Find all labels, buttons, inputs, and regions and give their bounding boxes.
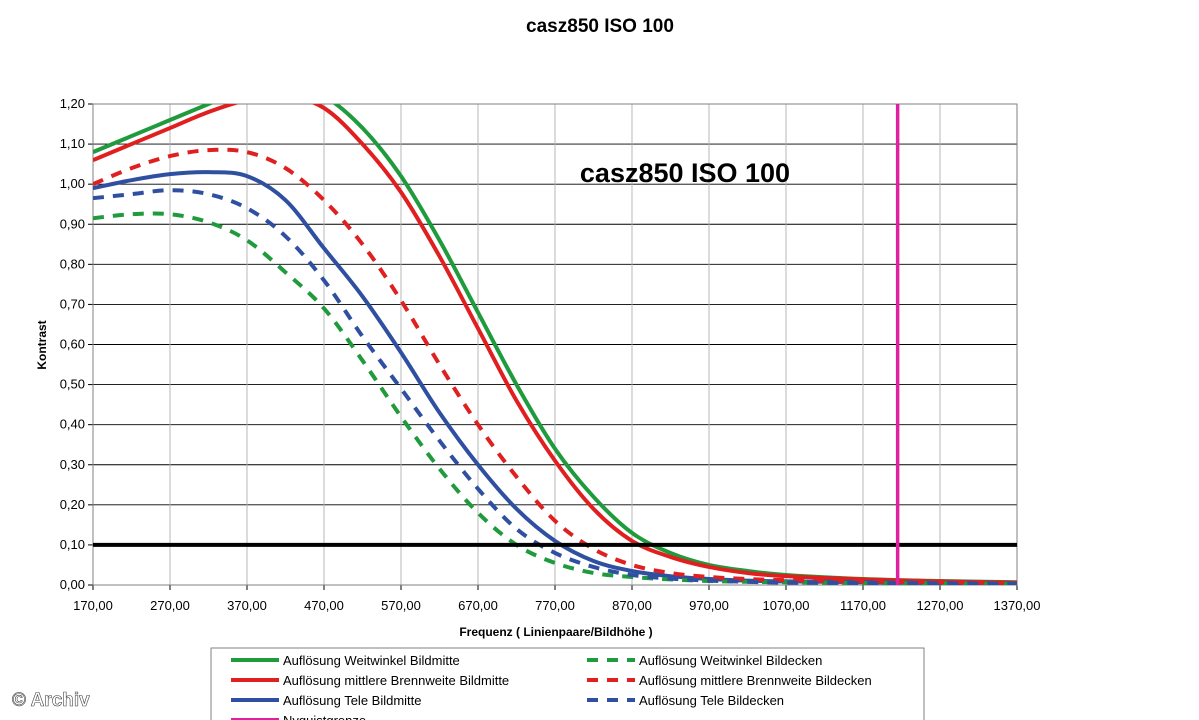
- x-axis-label: Frequenz ( Linienpaare/Bildhöhe ): [459, 625, 652, 639]
- x-tick-label: 870,00: [612, 598, 652, 613]
- y-tick-label: 0,20: [60, 497, 85, 512]
- y-tick-label: 0,40: [60, 417, 85, 432]
- x-tick-label: 770,00: [535, 598, 575, 613]
- watermark: © Archiv: [12, 690, 90, 711]
- x-tick-label: 270,00: [150, 598, 190, 613]
- series-line-aufl-sung-mittlere-brennweite-bildecken: [93, 147, 1017, 585]
- legend-label: Auflösung mittlere Brennweite Bildmitte: [283, 673, 509, 688]
- chart-title: casz850 ISO 100: [526, 16, 674, 37]
- legend-box: [210, 647, 925, 720]
- legend-label: Auflösung Tele Bildmitte: [283, 693, 422, 708]
- y-tick-label: 0,30: [60, 457, 85, 472]
- legend-label: Auflösung Weitwinkel Bildmitte: [283, 653, 460, 668]
- legend-label: Auflösung Weitwinkel Bildecken: [639, 653, 822, 668]
- x-tick-label: 170,00: [73, 598, 113, 613]
- series-line-aufl-sung-tele-bildecken: [93, 188, 1017, 585]
- y-tick-label: 0,10: [60, 537, 85, 552]
- series-line-aufl-sung-weitwinkel-bildecken: [93, 211, 1017, 585]
- plot-frame: [92, 103, 1018, 586]
- inner-chart-title: casz850 ISO 100: [580, 158, 790, 188]
- y-tick-label: 1,10: [60, 136, 85, 151]
- x-tick-label: 670,00: [458, 598, 498, 613]
- legend: Auflösung Weitwinkel Bildmitte Auflösung …: [210, 647, 925, 720]
- y-tick-label: 0,70: [60, 296, 85, 311]
- legend-label: Nyquistgrenze: [283, 713, 366, 720]
- plot-area: [93, 104, 1017, 585]
- grid: 0,00 0,10 0,20 0,30 0,40 0,50 0,60 0,70 0,80 0,90…: [60, 96, 1041, 613]
- x-tick-label: 570,00: [381, 598, 421, 613]
- y-tick-label: 0,80: [60, 256, 85, 271]
- x-tick-label: 1170,00: [840, 598, 886, 613]
- series-line-aufl-sung-mittlere-brennweite-bildmitte: [93, 104, 1017, 585]
- x-tick-label: 970,00: [689, 598, 729, 613]
- x-tick-label: 470,00: [304, 598, 344, 613]
- x-tick-label: 1270,00: [917, 598, 964, 613]
- series-group: [93, 104, 1017, 585]
- legend-label: Auflösung Tele Bildecken: [639, 693, 784, 708]
- y-tick-label: 0,00: [60, 577, 85, 592]
- x-tick-label: 1070,00: [763, 598, 810, 613]
- y-tick-label: 0,90: [60, 216, 85, 231]
- legend-label: Auflösung mittlere Brennweite Bildecken: [639, 673, 872, 688]
- y-tick-label: 1,20: [60, 96, 85, 111]
- y-axis-label: Kontrast: [35, 320, 49, 369]
- x-tick-label: 1370,00: [994, 598, 1041, 613]
- y-tick-label: 1,00: [60, 176, 85, 191]
- y-tick-label: 0,50: [60, 377, 85, 392]
- x-tick-label: 370,00: [227, 598, 267, 613]
- y-tick-label: 0,60: [60, 337, 85, 352]
